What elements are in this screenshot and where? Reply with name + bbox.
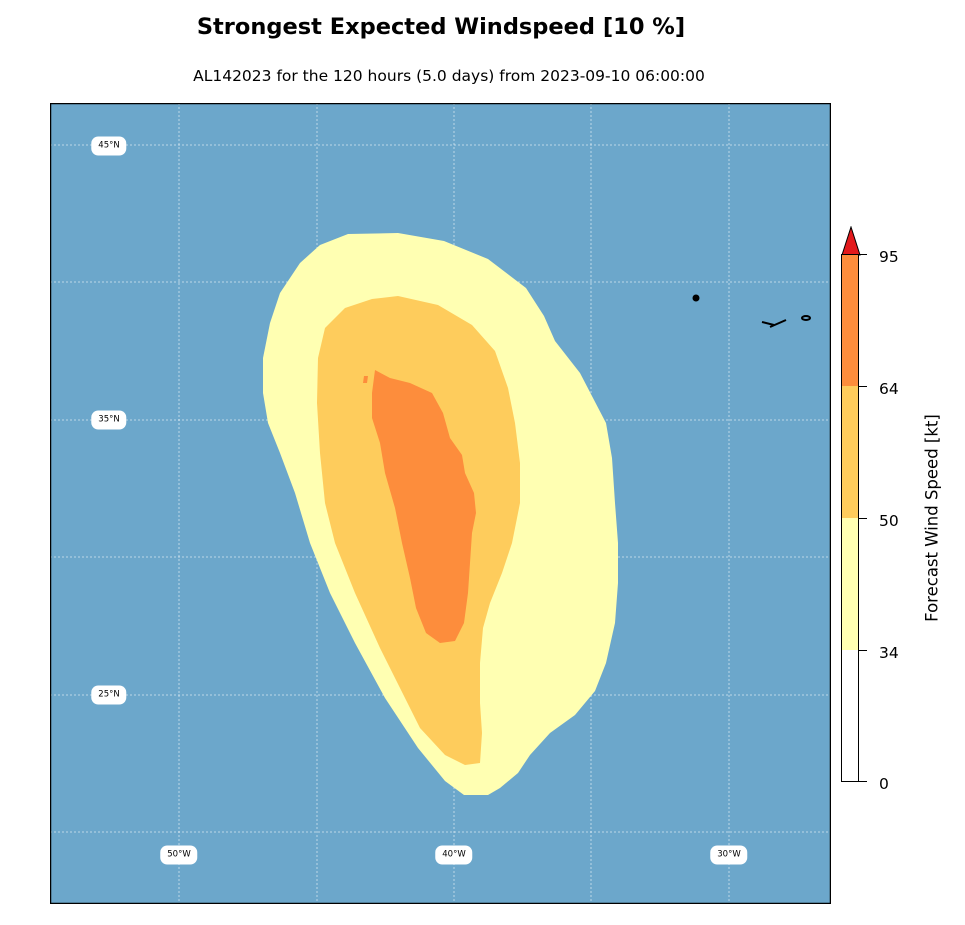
colorbar-tick-50	[859, 518, 867, 519]
colorbar-label: Forecast Wind Speed [kt]	[922, 414, 942, 622]
island-1	[692, 294, 700, 302]
lon-label-40w: 40°W	[436, 846, 472, 864]
map-border	[50, 103, 831, 904]
colorbar	[841, 254, 859, 782]
island-4	[801, 315, 811, 321]
chart-subtitle: AL142023 for the 120 hours (5.0 days) fr…	[193, 67, 705, 85]
colorbar-band-0-34	[841, 650, 859, 782]
wind-contour-64kt-fragment	[363, 376, 368, 383]
island-2	[761, 321, 775, 326]
colorbar-tick-64	[859, 386, 867, 387]
colorbar-band-50-64	[841, 386, 859, 518]
colorbar-tick-0	[859, 781, 867, 782]
lat-label-35n: 35°N	[92, 411, 126, 429]
colorbar-band-64-95	[841, 254, 859, 386]
chart-title: Strongest Expected Windspeed [10 %]	[196, 14, 686, 40]
colorbar-extend-arrow	[841, 226, 861, 256]
colorbar-ticklabel-50: 50	[879, 512, 899, 530]
lat-label-45n: 45°N	[92, 137, 126, 155]
map-panel: 45°N 35°N 25°N 50°W 40°W 30°W	[50, 103, 831, 904]
wind-contour-64kt	[372, 370, 476, 643]
colorbar-outline	[841, 254, 859, 782]
island-3	[769, 319, 787, 328]
map-canvas	[50, 103, 831, 904]
colorbar-ticklabel-0: 0	[879, 775, 889, 793]
colorbar-ticklabel-34: 34	[879, 644, 899, 662]
colorbar-extend-triangle	[841, 226, 861, 256]
lon-label-30w: 30°W	[711, 846, 747, 864]
lat-label-25n: 25°N	[92, 686, 126, 704]
colorbar-tick-34	[859, 650, 867, 651]
colorbar-ticklabel-95: 95	[879, 248, 899, 266]
lon-label-50w: 50°W	[161, 846, 197, 864]
colorbar-ticklabel-64: 64	[879, 380, 899, 398]
colorbar-band-34-50	[841, 518, 859, 650]
colorbar-tick-95	[859, 254, 867, 255]
islands-azores	[692, 294, 811, 328]
